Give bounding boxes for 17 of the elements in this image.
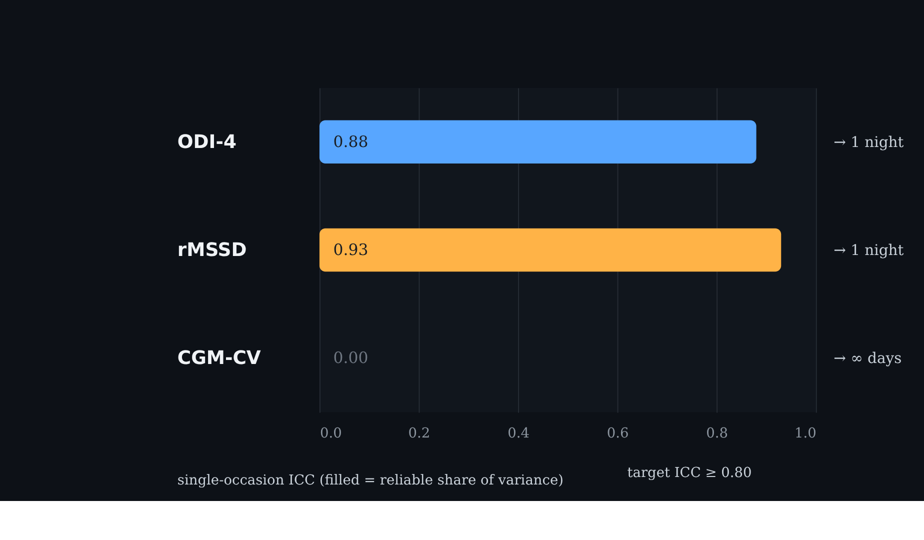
x-tick-label: 0.8	[706, 425, 728, 442]
text: → 1 night	[834, 134, 904, 151]
x-axis-title: single-occasion ICC (filled = reliable share of variance)	[177, 472, 564, 488]
x-tick-label: 0.0	[320, 425, 342, 442]
data-label: 0.00	[333, 348, 368, 368]
y-tick-label: rMSSD	[177, 240, 247, 261]
text: → ∞ days	[834, 350, 902, 368]
x-tick-label: 0.2	[408, 425, 430, 442]
y-tick-label: ODI-4	[177, 132, 236, 153]
data-label: 0.93	[333, 240, 368, 259]
text: target ICC ≥ 0.80	[627, 465, 752, 482]
data-label: 0.88	[333, 132, 368, 151]
y-tick-label: CGM-CV	[177, 348, 262, 370]
x-tick-label: 1.0	[794, 425, 816, 442]
x-tick-label: 0.4	[508, 425, 530, 442]
text: → 1 night	[834, 242, 904, 259]
x-tick-label: 0.6	[606, 425, 629, 442]
